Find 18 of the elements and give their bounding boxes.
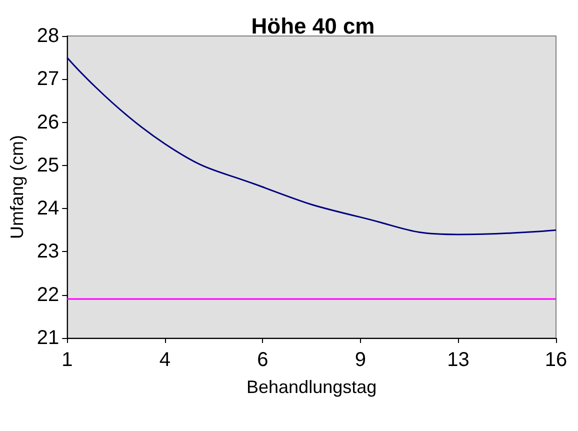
x-tick-label: 6 bbox=[257, 349, 268, 371]
y-tick-label: 27 bbox=[36, 68, 60, 90]
x-tick-label: 4 bbox=[159, 349, 170, 371]
chart-title: Höhe 40 cm bbox=[251, 14, 375, 38]
y-axis-title: Umfang (cm) bbox=[7, 134, 27, 240]
line-series bbox=[66, 56, 557, 236]
y-tick-label: 25 bbox=[36, 154, 60, 176]
x-axis-title: Behandlungstag bbox=[246, 377, 377, 397]
x-tick-label: 1 bbox=[62, 349, 73, 371]
y-tick-label: 24 bbox=[36, 198, 60, 220]
y-tick-label: 21 bbox=[36, 327, 60, 349]
y-tick-label: 23 bbox=[36, 240, 60, 263]
x-tick-label: 13 bbox=[447, 349, 470, 371]
y-tick-label: 26 bbox=[36, 111, 60, 134]
y-tick-label: 22 bbox=[36, 284, 60, 306]
x-tick-label: 16 bbox=[544, 349, 568, 371]
y-tick-label: 28 bbox=[36, 25, 60, 47]
x-tick-label: 9 bbox=[354, 349, 366, 371]
